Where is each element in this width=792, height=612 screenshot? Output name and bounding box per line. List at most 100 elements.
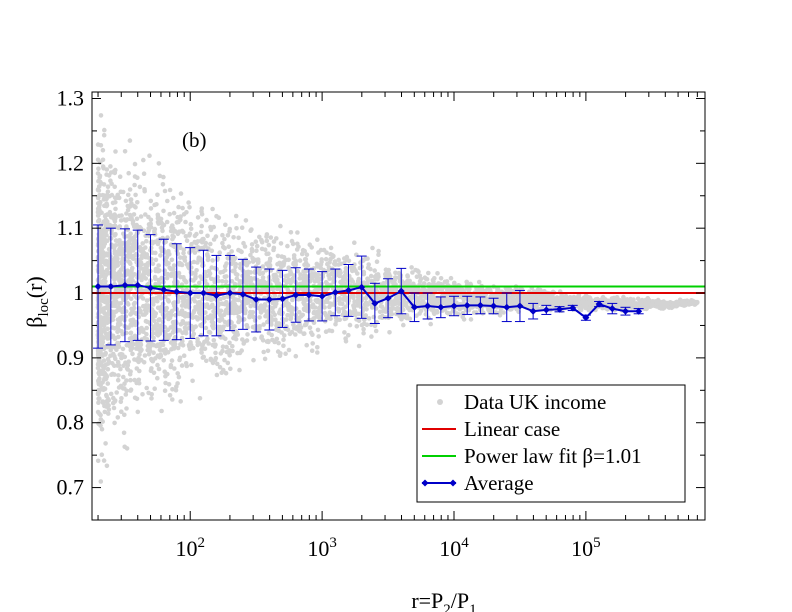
data-point <box>373 328 379 334</box>
data-point <box>172 306 178 312</box>
data-point <box>405 273 410 278</box>
data-point <box>118 366 123 372</box>
data-point <box>211 296 216 302</box>
data-point <box>115 377 121 383</box>
data-point <box>371 314 377 320</box>
data-point <box>397 313 403 319</box>
data-point <box>102 409 108 415</box>
data-point <box>286 301 292 307</box>
data-point <box>270 286 276 292</box>
data-point <box>237 279 243 284</box>
data-point <box>646 297 651 303</box>
data-point <box>230 325 235 330</box>
data-point <box>109 372 114 378</box>
data-point <box>274 281 280 287</box>
data-point <box>264 339 270 344</box>
data-point <box>200 260 205 265</box>
data-point <box>134 341 140 346</box>
data-point <box>356 343 362 349</box>
data-point <box>171 327 177 333</box>
legend-label: Power law fit β=1.01 <box>464 444 642 468</box>
data-point <box>269 322 274 327</box>
data-point <box>225 294 230 300</box>
data-point <box>120 386 126 391</box>
average-marker <box>147 284 155 292</box>
data-point <box>218 308 224 314</box>
data-point <box>308 330 314 335</box>
data-point <box>192 250 198 255</box>
data-point <box>96 208 102 214</box>
data-point <box>183 361 189 366</box>
data-point <box>145 263 150 268</box>
data-point <box>315 350 320 355</box>
data-point <box>372 268 378 273</box>
data-point <box>144 325 149 331</box>
average-marker <box>410 303 418 311</box>
x-tick-label: 103 <box>307 535 337 561</box>
data-point <box>147 153 152 158</box>
data-point <box>115 321 121 327</box>
data-point <box>145 303 151 308</box>
data-point <box>168 228 174 234</box>
data-point <box>445 301 451 307</box>
data-point <box>239 225 245 230</box>
data-point <box>413 267 418 273</box>
data-point <box>317 300 323 306</box>
data-point <box>243 261 249 267</box>
data-point <box>125 207 131 213</box>
data-point <box>156 161 162 166</box>
data-point <box>156 277 161 283</box>
data-point <box>112 399 118 404</box>
data-point <box>336 262 341 267</box>
data-point <box>211 237 217 242</box>
data-point <box>122 354 128 360</box>
data-point <box>354 317 359 322</box>
data-point <box>233 329 239 335</box>
data-point <box>127 336 133 341</box>
data-point <box>192 233 198 239</box>
data-point <box>164 219 170 225</box>
data-point <box>256 270 262 276</box>
data-point <box>132 182 137 188</box>
data-point <box>342 316 348 322</box>
data-point <box>297 276 303 281</box>
data-point <box>438 276 444 281</box>
data-point <box>144 310 149 316</box>
data-point <box>123 392 129 397</box>
average-marker <box>358 283 366 291</box>
data-point <box>222 301 227 307</box>
data-point <box>103 352 108 357</box>
data-point <box>170 319 176 325</box>
data-point <box>98 113 104 118</box>
data-point <box>150 312 155 318</box>
data-point <box>577 295 582 301</box>
data-point <box>221 295 227 301</box>
data-point <box>142 353 148 358</box>
data-point <box>386 267 392 273</box>
data-point <box>231 235 236 240</box>
x-tick-label: 105 <box>571 535 601 561</box>
data-point <box>683 300 688 306</box>
data-point <box>511 299 517 304</box>
data-point <box>239 348 244 353</box>
data-point <box>231 254 236 260</box>
data-point <box>113 200 118 205</box>
average-marker <box>318 292 326 300</box>
data-point <box>179 308 185 313</box>
data-point <box>158 328 164 333</box>
data-point <box>113 206 118 212</box>
data-point <box>618 305 623 311</box>
data-point <box>127 343 132 348</box>
data-point <box>252 336 257 342</box>
data-point <box>349 277 354 282</box>
data-point <box>151 350 156 356</box>
data-point <box>453 287 459 293</box>
data-point <box>156 318 161 323</box>
data-point <box>169 358 175 363</box>
data-point <box>393 301 398 307</box>
data-point <box>111 245 117 251</box>
data-point <box>204 358 209 364</box>
average-marker <box>582 314 590 322</box>
data-point <box>267 264 273 269</box>
data-point <box>294 247 300 252</box>
